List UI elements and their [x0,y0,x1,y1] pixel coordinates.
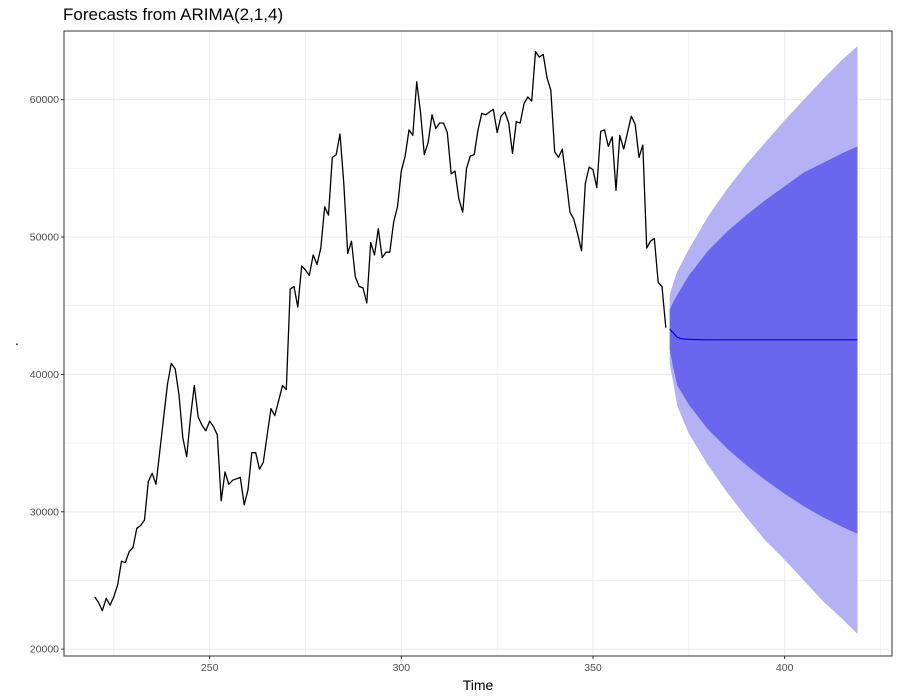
plot-panel-border [63,30,893,657]
y-tick-label: 30000 [30,506,59,518]
y-axis-title: . [15,332,19,348]
y-tick-label: 40000 [30,369,59,381]
x-tick-label: 300 [393,662,411,674]
y-tick-label: 60000 [30,94,59,106]
y-axis-ticks: 20000 30000 40000 50000 60000 [30,94,64,656]
observed-series-line [94,50,667,612]
chart-title: Forecasts from ARIMA(2,1,4) [63,5,283,24]
x-axis-ticks: 250 300 350 400 [201,656,794,674]
series-lines [94,50,858,612]
x-tick-label: 350 [584,662,602,674]
x-tick-label: 400 [776,662,794,674]
x-axis-title: Time [463,677,494,693]
x-tick-label: 250 [201,662,219,674]
grid-lines [64,31,892,656]
y-tick-label: 50000 [30,232,59,244]
forecast-line [669,328,858,341]
y-tick-label: 20000 [30,644,59,656]
